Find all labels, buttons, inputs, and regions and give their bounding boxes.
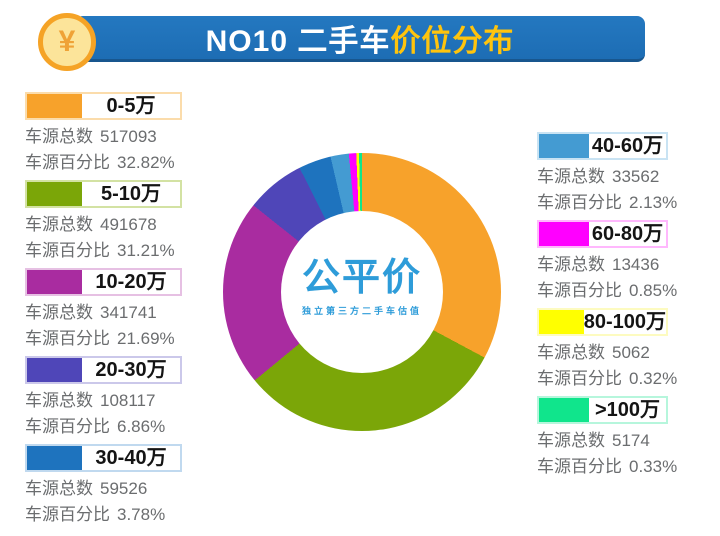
legend-range-label: 40-60万 [591, 135, 664, 157]
legend-count: 车源总数 491678 [25, 215, 157, 234]
legend-count: 车源总数 59526 [25, 479, 148, 498]
legend-pill: 20-30万 [25, 356, 182, 384]
legend-pill: 80-100万 [537, 308, 668, 336]
legend-range-label: 20-30万 [95, 359, 167, 381]
legend-percent: 车源百分比 6.86% [25, 417, 166, 436]
legend-item: 30-40万 车源总数 59526 车源百分比 3.78% [25, 444, 182, 528]
legend-percent: 车源百分比 32.82% [25, 153, 175, 172]
legend-swatch [27, 94, 82, 118]
legend-pill: 0-5万 [25, 92, 182, 120]
donut-hole: 公平价 独立第三方二手车估值 [281, 211, 443, 373]
title-prefix: NO10 二手车 [205, 24, 391, 58]
legend-count: 车源总数 341741 [25, 303, 157, 322]
legend-swatch [27, 358, 82, 382]
yuan-coin-icon: ¥ [38, 13, 96, 71]
legend-item: 80-100万 车源总数 5062 车源百分比 0.32% [537, 308, 677, 392]
legend-pill: 40-60万 [537, 132, 668, 160]
legend-percent: 车源百分比 0.33% [537, 457, 678, 476]
legend-column-right: 40-60万 车源总数 33562 车源百分比 2.13% 60-80万 车源总数 1… [537, 132, 677, 484]
legend-item: 60-80万 车源总数 13436 车源百分比 0.85% [537, 220, 677, 304]
legend-count: 车源总数 13436 [537, 255, 660, 274]
legend-pill: 60-80万 [537, 220, 668, 248]
legend-pill: >100万 [537, 396, 668, 424]
legend-count: 车源总数 517093 [25, 127, 157, 146]
legend-item: 0-5万 车源总数 517093 车源百分比 32.82% [25, 92, 182, 176]
legend-swatch [539, 134, 589, 158]
legend-column-left: 0-5万 车源总数 517093 车源百分比 32.82% 5-10万 车源总数 49… [25, 92, 182, 532]
legend-count: 车源总数 5174 [537, 431, 650, 450]
legend-swatch [27, 270, 82, 294]
legend-percent: 车源百分比 0.32% [537, 369, 678, 388]
legend-percent: 车源百分比 21.69% [25, 329, 175, 348]
legend-percent: 车源百分比 0.85% [537, 281, 678, 300]
legend-pill: 30-40万 [25, 444, 182, 472]
legend-pill: 5-10万 [25, 180, 182, 208]
page-title: NO10 二手车价位分布 [206, 16, 515, 60]
legend-swatch [27, 446, 82, 470]
legend-count: 车源总数 108117 [25, 391, 156, 410]
legend-range-label: 5-10万 [100, 183, 162, 205]
legend-swatch [27, 182, 82, 206]
brand-logo: 公平价 [301, 257, 422, 299]
legend-range-label: >100万 [594, 399, 661, 421]
legend-swatch [539, 398, 589, 422]
legend-range-label: 0-5万 [106, 95, 156, 117]
legend-item: 10-20万 车源总数 341741 车源百分比 21.69% [25, 268, 182, 352]
legend-range-label: 30-40万 [95, 447, 167, 469]
yuan-symbol: ¥ [58, 25, 76, 58]
donut-chart: 公平价 独立第三方二手车估值 [223, 153, 501, 431]
brand-subtitle: 独立第三方二手车估值 [301, 306, 422, 316]
legend-item: 5-10万 车源总数 491678 车源百分比 31.21% [25, 180, 182, 264]
legend-percent: 车源百分比 3.78% [25, 505, 166, 524]
legend-swatch [539, 222, 589, 246]
legend-range-label: 10-20万 [95, 271, 167, 293]
legend-count: 车源总数 5062 [537, 343, 650, 362]
legend-percent: 车源百分比 31.21% [25, 241, 175, 260]
title-highlight: 价位分布 [390, 24, 515, 58]
legend-pill: 10-20万 [25, 268, 182, 296]
legend-swatch [539, 310, 584, 334]
legend-range-label: 80-100万 [583, 311, 666, 333]
legend-percent: 车源百分比 2.13% [537, 193, 678, 212]
legend-item: >100万 车源总数 5174 车源百分比 0.33% [537, 396, 677, 480]
legend-item: 20-30万 车源总数 108117 车源百分比 6.86% [25, 356, 182, 440]
legend-item: 40-60万 车源总数 33562 车源百分比 2.13% [537, 132, 677, 216]
header-banner: NO10 二手车价位分布 [75, 16, 645, 62]
legend-count: 车源总数 33562 [537, 167, 660, 186]
legend-range-label: 60-80万 [591, 223, 664, 245]
